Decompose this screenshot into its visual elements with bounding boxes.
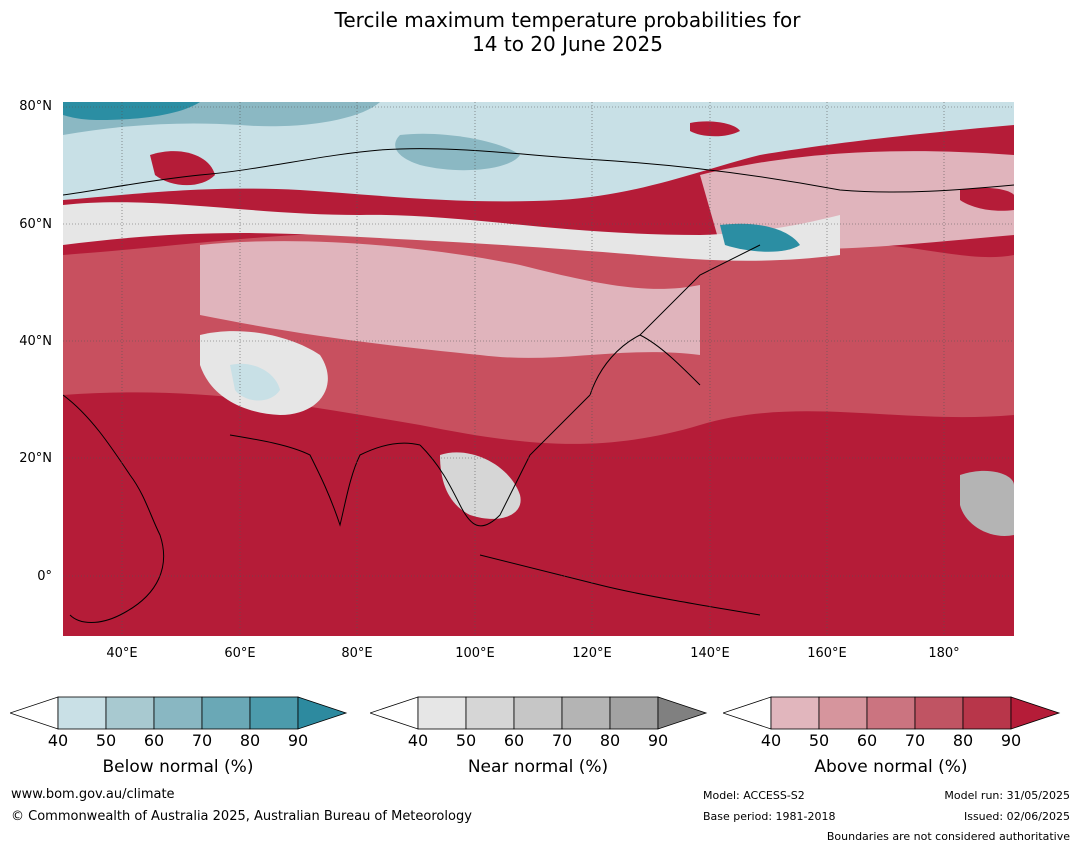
colorbar-extend-high xyxy=(657,696,708,730)
map-panel: 80°N 60°N 40°N 20°N 0° 40°E 60°E 80°E 10… xyxy=(0,95,1081,675)
colorbar-above-normal: 40 50 60 70 80 90 Above normal (%) xyxy=(721,695,1063,785)
lat-label-20n: 20°N xyxy=(19,451,52,466)
coast-east-asia xyxy=(589,244,761,396)
lon-label-80e: 80°E xyxy=(341,646,373,661)
website-link[interactable]: www.bom.gov.au/climate xyxy=(11,787,175,802)
cbar-below-tick: 40 xyxy=(47,731,69,750)
coast-arabia-africa xyxy=(63,394,165,623)
colorbar-swatch xyxy=(770,696,820,730)
lon-label-60e: 60°E xyxy=(224,646,256,661)
cbar-near-label: Near normal (%) xyxy=(467,757,609,777)
probability-map xyxy=(63,102,1014,636)
lat-label-60n: 60°N xyxy=(19,217,52,232)
below-normal-strong-arctic xyxy=(63,102,200,120)
coast-arctic xyxy=(63,148,1014,196)
map-fill-layer xyxy=(63,102,1014,636)
lat-label-40n: 40°N xyxy=(19,334,52,349)
colorbar-below-swatches xyxy=(8,696,348,730)
cbar-below-tick: 90 xyxy=(287,731,309,750)
cbar-above-tick: 40 xyxy=(760,731,782,750)
base-period-text: Base period: 1981-2018 xyxy=(703,810,836,823)
colorbar-swatch xyxy=(561,696,611,730)
above-light-band-east xyxy=(700,151,1014,250)
near-normal-region-southeast-asia xyxy=(440,452,521,519)
below-normal-tibet xyxy=(230,363,280,401)
colorbar-extend-low xyxy=(368,696,419,730)
above-strong-arctic-island xyxy=(690,121,740,137)
colorbar-swatch xyxy=(201,696,251,730)
title-line-2: 14 to 20 June 2025 xyxy=(472,32,663,56)
copyright-text: © Commonwealth of Australia 2025, Austra… xyxy=(11,809,472,824)
lon-label-100e: 100°E xyxy=(455,646,495,661)
cbar-below-label: Below normal (%) xyxy=(102,757,254,777)
cbar-below-tick: 70 xyxy=(191,731,213,750)
chart-title: Tercile maximum temperature probabilitie… xyxy=(0,8,1081,56)
colorbar-near-swatches xyxy=(368,696,708,730)
colorbar-swatch xyxy=(609,696,659,730)
cbar-near-tick: 60 xyxy=(503,731,525,750)
title-line-1: Tercile maximum temperature probabilitie… xyxy=(334,8,801,32)
colorbar-extend-low xyxy=(8,696,59,730)
coastlines xyxy=(63,148,1014,623)
issued-text: Issued: 02/06/2025 xyxy=(963,810,1070,823)
near-normal-band-north xyxy=(63,202,840,261)
above-strong-scandinavia xyxy=(150,151,215,186)
above-strong-bering xyxy=(960,187,1014,211)
cbar-below-tick: 50 xyxy=(95,731,117,750)
cbar-near-tick: 70 xyxy=(551,731,573,750)
colorbar-swatch xyxy=(465,696,515,730)
colorbar-swatch xyxy=(153,696,203,730)
colorbar-extend-low xyxy=(721,696,772,730)
colorbar-swatch xyxy=(962,696,1012,730)
colorbar-below-normal: 40 50 60 70 80 90 Below normal (%) xyxy=(8,695,350,785)
colorbar-swatch xyxy=(105,696,155,730)
lat-label-0: 0° xyxy=(37,569,52,584)
lon-label-120e: 120°E xyxy=(572,646,612,661)
cbar-above-tick: 80 xyxy=(952,731,974,750)
cbar-above-tick: 50 xyxy=(808,731,830,750)
below-normal-strong-east xyxy=(720,223,800,252)
cbar-below-tick: 80 xyxy=(239,731,261,750)
cbar-above-tick: 60 xyxy=(856,731,878,750)
coast-india xyxy=(229,434,421,527)
model-text: Model: ACCESS-S2 xyxy=(703,789,805,802)
cbar-above-tick: 90 xyxy=(1000,731,1022,750)
colorbar-above-swatches xyxy=(721,696,1061,730)
lon-label-160e: 160°E xyxy=(807,646,847,661)
near-normal-region-pacific xyxy=(960,470,1014,536)
below-normal-siberia xyxy=(395,133,520,171)
lon-label-40e: 40°E xyxy=(106,646,138,661)
cbar-above-tick: 70 xyxy=(904,731,926,750)
colorbar-swatch xyxy=(866,696,916,730)
cbar-near-tick: 40 xyxy=(407,731,429,750)
cbar-near-tick: 90 xyxy=(647,731,669,750)
boundaries-disclaimer: Boundaries are not considered authoritat… xyxy=(826,830,1070,843)
coast-indonesia xyxy=(479,554,761,616)
lat-label-80n: 80°N xyxy=(19,99,52,114)
cbar-near-tick: 50 xyxy=(455,731,477,750)
colorbar-swatch xyxy=(914,696,964,730)
lon-label-140e: 140°E xyxy=(690,646,730,661)
cbar-near-tick: 80 xyxy=(599,731,621,750)
colorbar-swatch xyxy=(417,696,467,730)
below-normal-band-arctic xyxy=(63,102,1014,202)
colorbar-extend-high xyxy=(297,696,348,730)
colorbar-extend-high xyxy=(1010,696,1061,730)
coast-se-asia xyxy=(419,394,591,527)
cbar-below-tick: 60 xyxy=(143,731,165,750)
above-light-band-asia xyxy=(200,241,700,358)
cbar-above-label: Above normal (%) xyxy=(814,757,968,777)
colorbar-swatch xyxy=(57,696,107,730)
colorbar-swatch xyxy=(513,696,563,730)
coast-japan xyxy=(639,334,701,386)
graticule xyxy=(63,102,1014,636)
lon-label-180: 180° xyxy=(928,646,960,661)
colorbar-swatch xyxy=(818,696,868,730)
model-run-text: Model run: 31/05/2025 xyxy=(944,789,1070,802)
colorbar-swatch xyxy=(249,696,299,730)
colorbar-near-normal: 40 50 60 70 80 90 Near normal (%) xyxy=(368,695,710,785)
